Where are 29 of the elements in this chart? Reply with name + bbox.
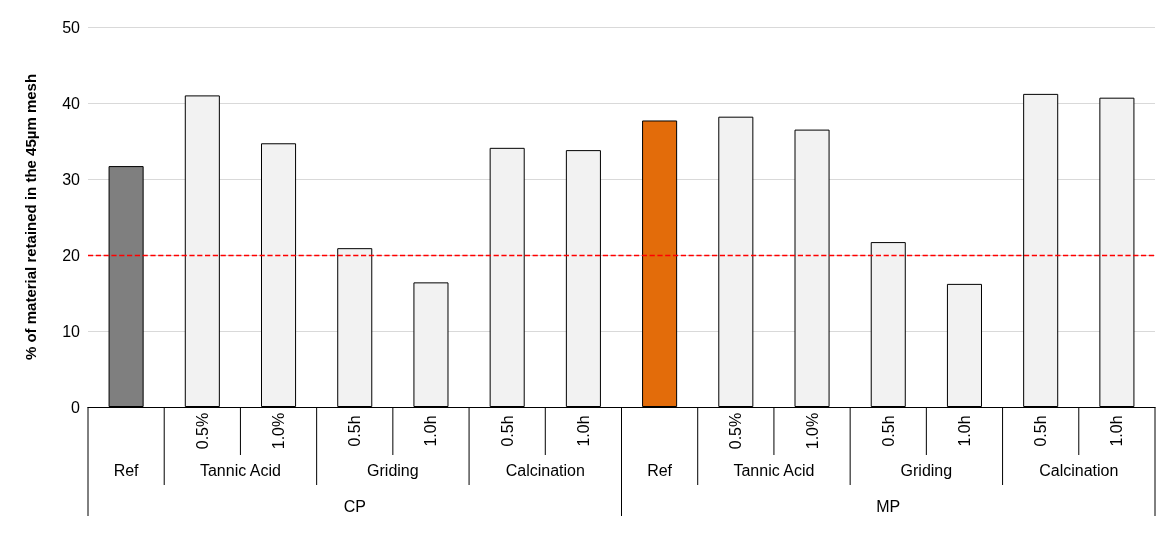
text: Griding [367, 461, 419, 479]
y-tick-label: 30 [62, 170, 81, 188]
y-tick-label: 0 [71, 398, 81, 416]
x-tick-label: 1.0h [574, 415, 592, 447]
text: Ref [647, 461, 673, 479]
x-tick-label: 0.5h [346, 415, 364, 447]
text: Tannic Acid [199, 461, 281, 479]
y-tick-label: 40 [62, 94, 81, 112]
text: Tannic Acid [733, 461, 815, 479]
text: Ref [113, 461, 140, 479]
text: CP [343, 498, 366, 515]
y-tick-label: 20 [62, 246, 81, 264]
x-tick-label: 1.0% [803, 412, 821, 450]
x-tick-label: 0.5% [727, 412, 745, 450]
x-tick-label: 0.5% [193, 412, 211, 450]
y-axis-title: % of material retained in the 45µm mesh [22, 73, 39, 361]
x-tick-label: 0.5h [1032, 415, 1050, 447]
text: MP [876, 498, 901, 515]
text: Calcination [1039, 461, 1119, 479]
x-tick-label: 1.0h [1108, 415, 1126, 447]
x-tick-label: 0.5h [498, 415, 516, 447]
y-tick-label: 10 [62, 322, 81, 340]
y-tick-label: 50 [62, 18, 81, 36]
x-tick-label: 1.0h [422, 415, 440, 447]
x-tick-label: 1.0% [270, 412, 288, 450]
x-tick-label: 1.0h [955, 415, 973, 447]
text: Calcination [505, 461, 585, 479]
x-tick-label: 0.5h [879, 415, 897, 447]
text: Griding [900, 461, 953, 479]
